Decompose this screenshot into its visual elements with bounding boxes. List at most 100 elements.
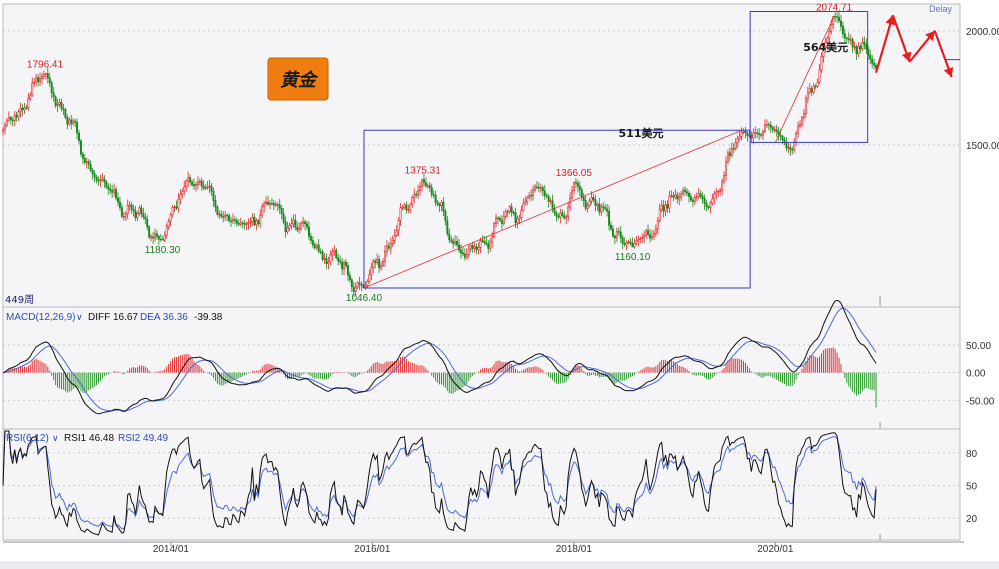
- candle-body: [629, 241, 632, 244]
- candle: [715, 187, 718, 200]
- candle-body: [448, 233, 451, 241]
- candle-body: [87, 161, 90, 165]
- candle-body: [198, 180, 201, 183]
- price-extreme-label: 2074.71: [816, 2, 853, 13]
- candle: [226, 213, 229, 222]
- candle: [532, 185, 535, 201]
- candle-body: [231, 219, 234, 222]
- candle-body: [584, 200, 587, 209]
- candle-body: [66, 117, 69, 125]
- candle: [635, 235, 638, 246]
- candle: [385, 240, 388, 257]
- candle-body: [235, 220, 238, 224]
- candle-body: [557, 215, 560, 218]
- candle: [654, 224, 657, 238]
- candle-body: [397, 220, 400, 231]
- candle-body: [781, 136, 784, 141]
- candle-body: [643, 235, 646, 239]
- candle-body: [717, 191, 720, 193]
- candle-body: [483, 240, 486, 244]
- candle: [594, 194, 597, 212]
- candle-body: [152, 236, 155, 239]
- candle: [701, 192, 704, 204]
- candle: [113, 183, 116, 197]
- candle-body: [189, 177, 192, 183]
- candle: [132, 204, 135, 217]
- candle-body: [746, 132, 749, 136]
- candle: [228, 213, 231, 223]
- candle: [130, 201, 133, 214]
- candle-body: [615, 231, 618, 239]
- candle: [623, 237, 626, 247]
- candle: [627, 239, 630, 245]
- candle: [526, 195, 529, 206]
- candle: [629, 238, 632, 246]
- candle: [235, 217, 238, 227]
- candle: [56, 98, 59, 113]
- candle: [828, 28, 831, 43]
- candle-body: [11, 119, 14, 122]
- candle: [590, 191, 593, 205]
- candle-body: [650, 235, 653, 239]
- macd-legend: MACD(12,26,9) ∨ DIFF 16.67 DEA 36.36 -39.38: [6, 312, 223, 323]
- candle-body: [298, 228, 301, 231]
- candle-body: [7, 117, 10, 121]
- candle-body: [699, 193, 702, 197]
- candle: [152, 231, 155, 244]
- macd-diff-line: [2, 299, 877, 415]
- candle: [403, 202, 406, 210]
- candle: [744, 126, 747, 139]
- candle: [668, 190, 671, 214]
- candle: [843, 28, 846, 44]
- candle-body: [760, 134, 763, 136]
- macd-dea-line: [2, 307, 877, 412]
- candle: [617, 227, 620, 236]
- candle-body: [74, 120, 77, 123]
- candle-body: [853, 46, 856, 48]
- candle-body: [458, 244, 460, 251]
- candle: [489, 238, 492, 253]
- candle-body: [216, 206, 219, 215]
- candle-body: [750, 135, 753, 139]
- candle-body: [317, 244, 320, 252]
- candle: [769, 121, 772, 133]
- candle: [520, 205, 523, 221]
- candle-body: [187, 177, 190, 182]
- candle: [539, 183, 542, 193]
- candle-body: [769, 124, 772, 128]
- candle-body: [124, 213, 127, 217]
- candle-body: [475, 246, 478, 250]
- candle: [861, 36, 864, 52]
- candle-body: [645, 230, 648, 236]
- candle: [723, 171, 726, 185]
- candle-body: [473, 246, 476, 249]
- macd-tick-label: 0.00: [966, 369, 986, 380]
- candle: [839, 15, 842, 31]
- candle-body: [869, 54, 872, 60]
- candle: [440, 199, 443, 212]
- candle-body: [9, 117, 12, 121]
- candle-body: [693, 197, 696, 202]
- candle-body: [274, 203, 277, 206]
- candle-body: [684, 189, 687, 193]
- candle: [194, 181, 197, 192]
- candle-body: [602, 206, 605, 208]
- candle: [686, 188, 688, 197]
- candle-body: [140, 207, 143, 215]
- candle: [689, 193, 692, 203]
- candle: [419, 181, 422, 196]
- candle-body: [319, 251, 322, 253]
- candle-body: [801, 117, 803, 125]
- candle: [44, 73, 47, 80]
- candle: [343, 259, 346, 275]
- candle: [245, 221, 248, 231]
- candle-body: [752, 132, 755, 139]
- horizontal-scrollbar[interactable]: [0, 561, 999, 569]
- candle: [504, 208, 507, 220]
- candle-body: [512, 212, 515, 214]
- candle-body: [171, 207, 174, 216]
- candle: [31, 77, 34, 97]
- candle: [395, 225, 398, 237]
- candle: [487, 239, 490, 255]
